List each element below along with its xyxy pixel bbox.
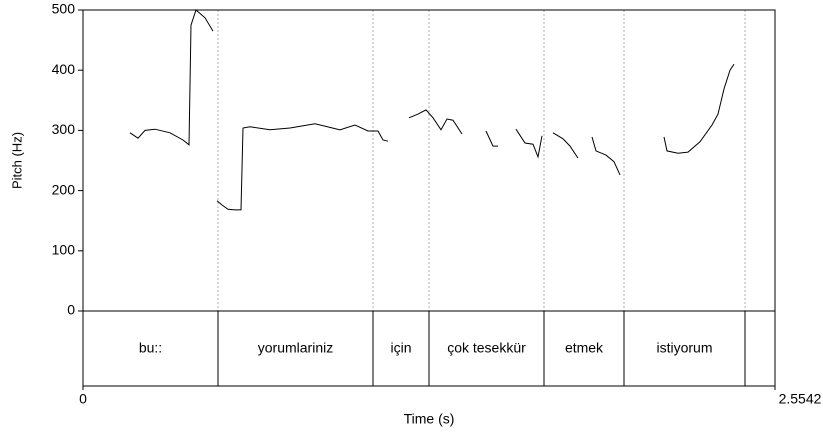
tier-label: bu:: — [139, 340, 162, 356]
y-tick-label: 100 — [52, 242, 76, 258]
tier-label: yorumlariniz — [258, 340, 333, 356]
y-tick-label: 200 — [52, 181, 76, 197]
y-tick-label: 0 — [67, 302, 75, 318]
y-tick-label: 300 — [52, 121, 76, 137]
y-axis-label: Pitch (Hz) — [9, 132, 24, 189]
pitch-line — [129, 9, 735, 211]
tier-label: çok tesekkür — [447, 340, 526, 356]
tier-label: için — [390, 340, 411, 356]
tier-label: istiyorum — [657, 340, 713, 356]
x-axis-label: Time (s) — [404, 411, 455, 427]
x-tick-label: 0 — [79, 391, 87, 407]
plot-frame — [82, 9, 776, 387]
tier-label: etmek — [565, 340, 604, 356]
y-tick-label: 400 — [52, 61, 76, 77]
x-tick-label: 2.5542 — [779, 391, 822, 407]
y-tick-label: 500 — [52, 1, 76, 17]
